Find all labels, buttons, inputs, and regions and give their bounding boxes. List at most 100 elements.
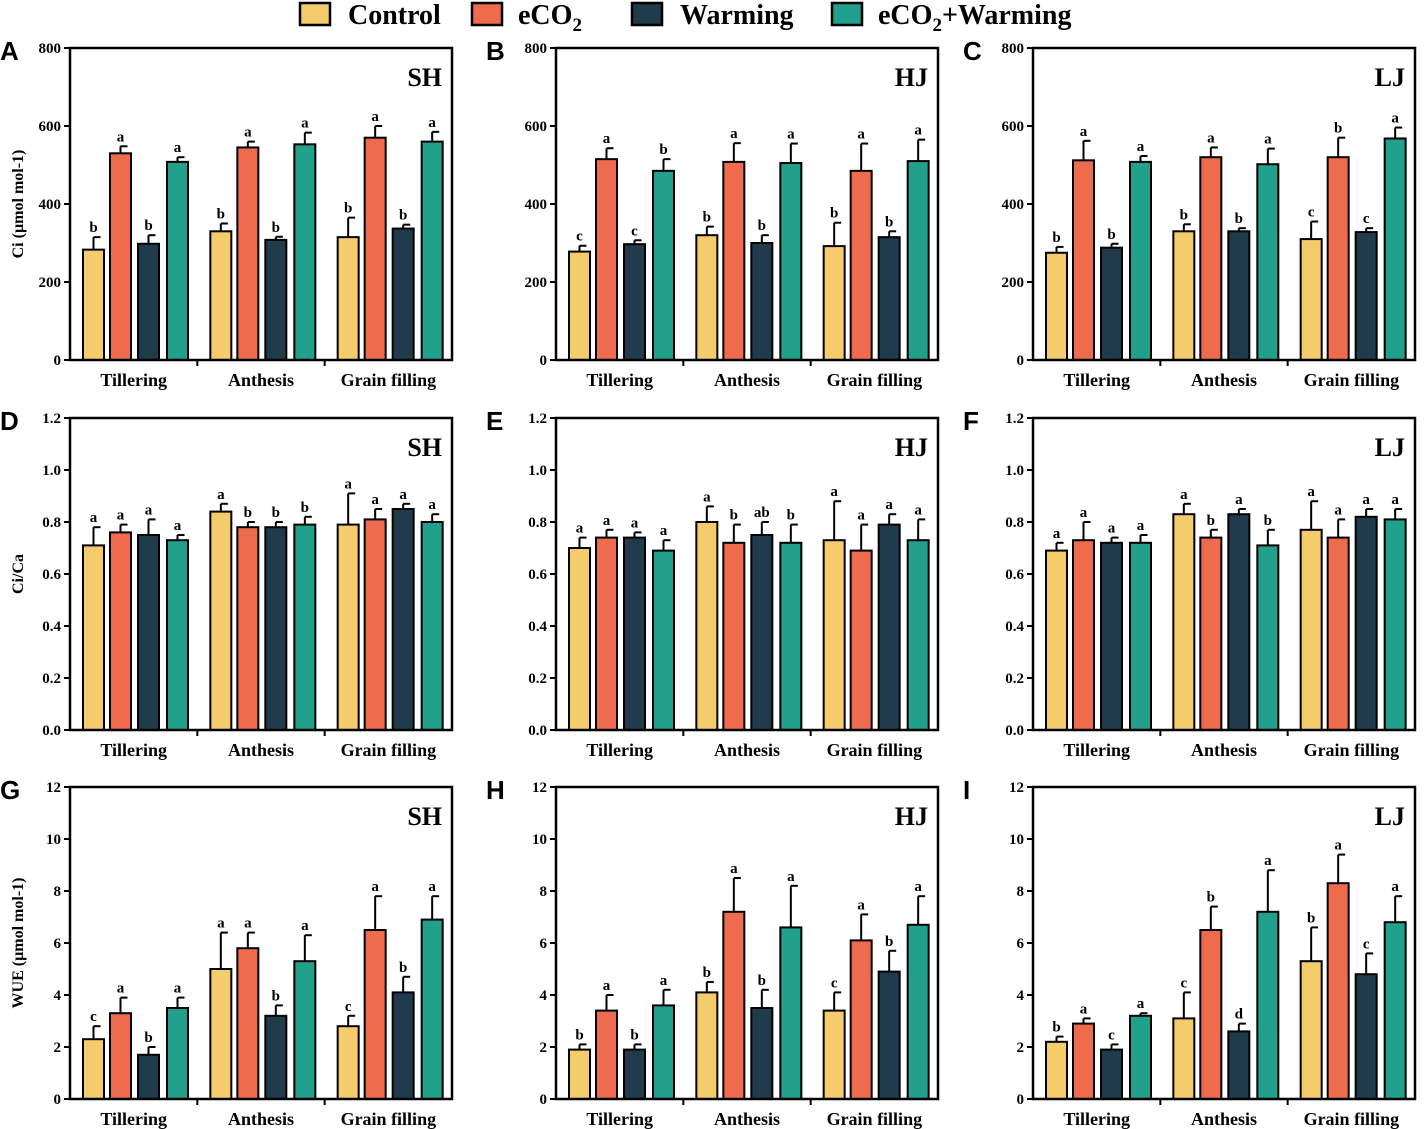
legend-swatch-warming	[630, 1, 664, 27]
significance-letter: a	[428, 115, 436, 131]
bar	[363, 518, 387, 732]
panel-letter: E	[486, 406, 503, 436]
bar	[568, 547, 591, 731]
bar	[906, 160, 930, 361]
significance-letter: c	[1308, 205, 1315, 221]
y-tick-label: 600	[39, 119, 62, 135]
bar	[822, 245, 846, 361]
bar	[623, 1048, 646, 1100]
y-tick-label: 4	[540, 988, 548, 1004]
site-label: LJ	[1375, 433, 1405, 462]
bar	[623, 243, 646, 361]
y-tick-label: 2	[1017, 1040, 1025, 1056]
bar	[82, 1038, 105, 1100]
y-tick-label: 0	[540, 1092, 548, 1108]
y-tick-label: 0.2	[42, 671, 61, 687]
significance-letter: a	[631, 515, 639, 531]
x-category-label: Grain filling	[827, 370, 923, 390]
y-tick-label: 0	[54, 1092, 62, 1108]
significance-letter: c	[576, 229, 583, 245]
y-tick-label: 12	[532, 780, 547, 796]
bar	[1199, 156, 1223, 361]
significance-letter: b	[344, 201, 352, 217]
significance-letter: b	[1207, 513, 1215, 529]
bar	[391, 991, 415, 1101]
bar	[1299, 528, 1323, 731]
bar	[695, 991, 719, 1101]
y-tick-label: 0.4	[1005, 619, 1024, 635]
significance-letter: d	[1235, 1007, 1244, 1023]
x-category-label: Anthesis	[714, 370, 780, 390]
bar	[1383, 518, 1407, 732]
bar	[1172, 230, 1196, 361]
bar	[1129, 160, 1152, 361]
significance-letter: a	[117, 981, 125, 997]
x-category-label: Tillering	[100, 370, 167, 390]
significance-letter: a	[1137, 139, 1145, 155]
bar	[1326, 882, 1350, 1101]
significance-letter: b	[1264, 513, 1272, 529]
significance-letter: a	[1391, 111, 1399, 127]
significance-letter: a	[371, 492, 379, 508]
bar	[264, 526, 288, 732]
panel-letter: D	[0, 406, 19, 436]
significance-letter: b	[730, 508, 738, 524]
significance-letter: c	[1363, 211, 1370, 227]
significance-letter: b	[301, 500, 309, 516]
bar	[236, 146, 260, 361]
significance-letter: b	[758, 218, 766, 234]
y-tick-label: 2	[54, 1040, 62, 1056]
y-tick-label: 0.0	[42, 723, 61, 739]
bar	[722, 541, 746, 731]
significance-letter: a	[344, 476, 352, 492]
significance-letter: a	[174, 981, 182, 997]
x-category-label: Anthesis	[228, 370, 294, 390]
significance-letter: a	[1334, 838, 1342, 854]
legend-swatch-eco2	[470, 1, 504, 27]
y-tick-label: 12	[46, 780, 61, 796]
significance-letter: b	[144, 1030, 152, 1046]
bar	[750, 242, 774, 361]
significance-letter: a	[603, 131, 611, 147]
significance-letter: c	[831, 975, 838, 991]
bar	[722, 160, 746, 361]
x-category-label: Grain filling	[341, 740, 437, 760]
bar	[1045, 251, 1068, 361]
plot-frame	[68, 785, 454, 1101]
bar	[849, 939, 873, 1101]
y-axis-title: WUE (µmol mol-1)	[10, 878, 27, 1009]
bar	[750, 1007, 774, 1100]
bar	[1256, 163, 1280, 361]
bar	[1129, 1014, 1152, 1100]
bar	[722, 910, 746, 1100]
bar	[1199, 929, 1223, 1100]
x-category-label: Anthesis	[1191, 370, 1257, 390]
significance-letter: a	[1334, 502, 1342, 518]
significance-letter: c	[1108, 1027, 1115, 1043]
bar	[822, 1009, 846, 1100]
site-label: SH	[407, 433, 442, 462]
bar	[109, 531, 132, 732]
y-tick-label: 800	[39, 41, 62, 57]
bar	[849, 549, 873, 731]
x-category-label: Tillering	[1063, 740, 1130, 760]
significance-letter: a	[371, 879, 379, 895]
bar	[1383, 921, 1407, 1101]
significance-letter: b	[272, 220, 280, 236]
panel-letter: B	[486, 36, 505, 66]
significance-letter: c	[631, 223, 638, 239]
bar	[420, 140, 444, 361]
legend-swatch-control	[298, 1, 332, 27]
y-tick-label: 0.8	[528, 515, 547, 531]
significance-letter: a	[90, 510, 98, 526]
x-category-label: Anthesis	[714, 1109, 780, 1129]
significance-letter: b	[830, 206, 838, 222]
x-category-label: Grain filling	[1304, 370, 1400, 390]
significance-letter: b	[1180, 207, 1188, 223]
significance-letter: a	[428, 879, 436, 895]
y-tick-label: 1.2	[528, 411, 547, 427]
y-tick-label: 4	[1017, 988, 1025, 1004]
significance-letter: b	[399, 208, 407, 224]
bar	[779, 162, 803, 361]
significance-letter: a	[1207, 130, 1215, 146]
